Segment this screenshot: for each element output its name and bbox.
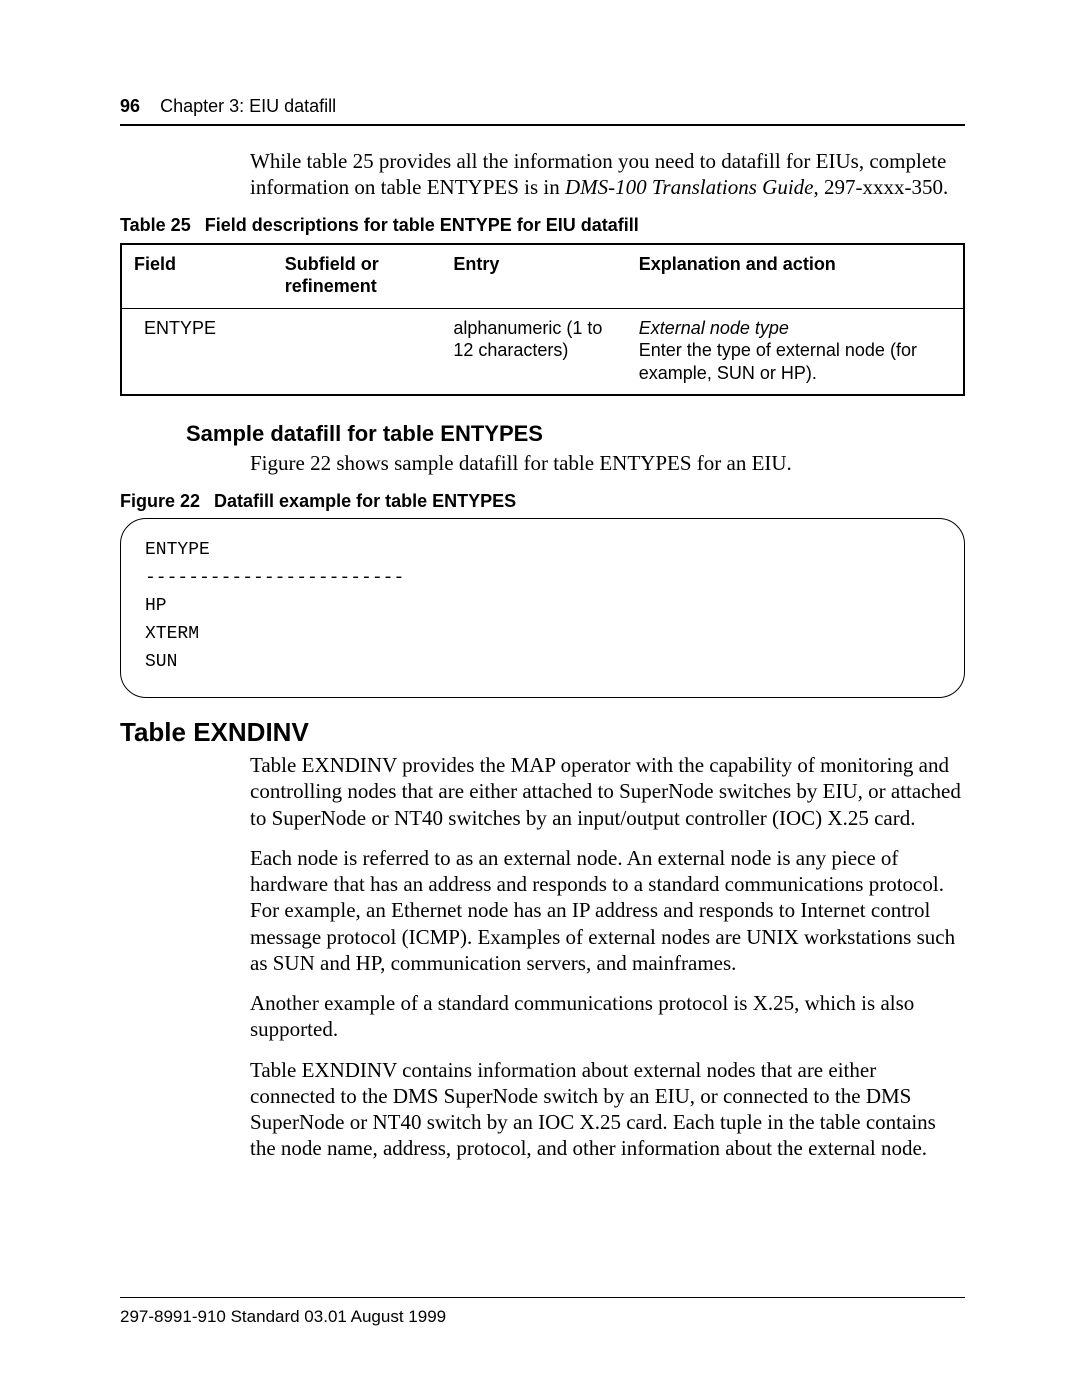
col-field: Field bbox=[121, 244, 273, 309]
intro-text-b: , 297-xxxx-350. bbox=[814, 175, 949, 199]
cell-explain: External node type Enter the type of ext… bbox=[627, 308, 964, 395]
page-number: 96 bbox=[120, 96, 140, 116]
page: 96 Chapter 3: EIU datafill While table 2… bbox=[0, 0, 1080, 1397]
table-header-row: Field Subfield or refinement Entry Expla… bbox=[121, 244, 964, 309]
page-footer: 297-8991-910 Standard 03.01 August 1999 bbox=[120, 1297, 965, 1327]
exndinv-heading: Table EXNDINV bbox=[120, 716, 965, 749]
running-header: 96 Chapter 3: EIU datafill bbox=[120, 95, 965, 126]
exndinv-p2: Each node is referred to as an external … bbox=[250, 845, 965, 976]
intro-paragraph: While table 25 provides all the informat… bbox=[250, 148, 965, 201]
cell-explain-text: Enter the type of external node (for exa… bbox=[639, 340, 917, 383]
table-row: ENTYPE alphanumeric (1 to 12 characters)… bbox=[121, 308, 964, 395]
sample-heading: Sample datafill for table ENTYPES bbox=[186, 420, 965, 448]
footer-text: 297-8991-910 Standard 03.01 August 1999 bbox=[120, 1307, 446, 1326]
intro-italic: DMS-100 Translations Guide bbox=[565, 175, 814, 199]
figure22-codebox: ENTYPE ------------------------ HP XTERM… bbox=[120, 518, 965, 697]
col-explain: Explanation and action bbox=[627, 244, 964, 309]
table25-caption: Table 25 Field descriptions for table ENT… bbox=[120, 214, 965, 237]
exndinv-p4: Table EXNDINV contains information about… bbox=[250, 1057, 965, 1162]
figure22-caption: Figure 22 Datafill example for table ENTY… bbox=[120, 490, 965, 513]
chapter-title: Chapter 3: EIU datafill bbox=[160, 96, 336, 116]
col-entry: Entry bbox=[441, 244, 626, 309]
cell-subfield bbox=[273, 308, 442, 395]
exndinv-p1: Table EXNDINV provides the MAP operator … bbox=[250, 752, 965, 831]
table25: Field Subfield or refinement Entry Expla… bbox=[120, 243, 965, 397]
col-subfield: Subfield or refinement bbox=[273, 244, 442, 309]
cell-field: ENTYPE bbox=[121, 308, 273, 395]
exndinv-body: Table EXNDINV provides the MAP operator … bbox=[250, 752, 965, 1162]
table25-number: Table 25 bbox=[120, 215, 191, 235]
footer-rule bbox=[120, 1297, 965, 1298]
cell-explain-italic: External node type bbox=[639, 318, 789, 338]
sample-text-block: Figure 22 shows sample datafill for tabl… bbox=[250, 450, 965, 476]
figure22-title: Datafill example for table ENTYPES bbox=[214, 491, 516, 511]
figure22-number: Figure 22 bbox=[120, 491, 200, 511]
table25-title: Field descriptions for table ENTYPE for … bbox=[205, 215, 639, 235]
exndinv-p3: Another example of a standard communicat… bbox=[250, 990, 965, 1043]
sample-text: Figure 22 shows sample datafill for tabl… bbox=[250, 450, 965, 476]
cell-entry: alphanumeric (1 to 12 characters) bbox=[441, 308, 626, 395]
